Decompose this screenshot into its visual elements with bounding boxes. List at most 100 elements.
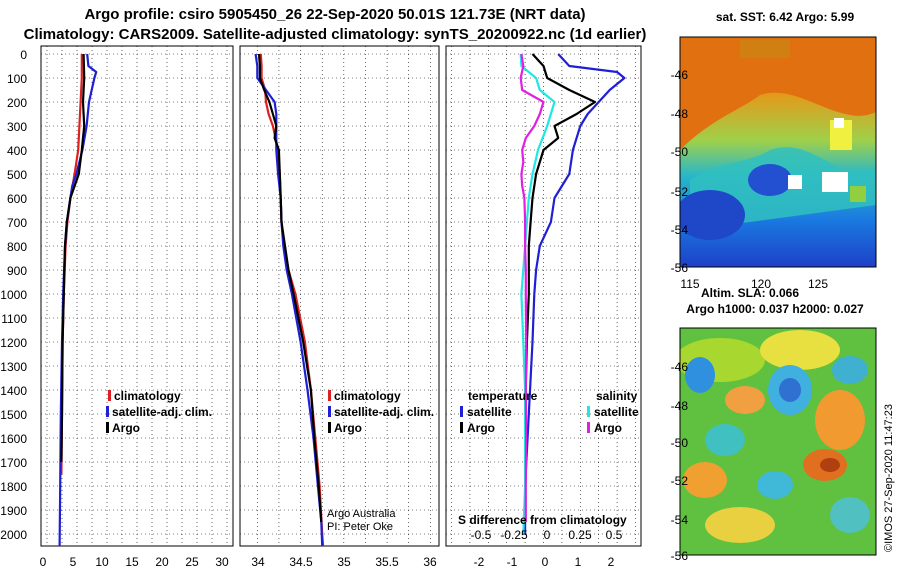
sst-map-image — [680, 37, 876, 267]
sst-map-title: sat. SST: 6.42 Argo: 5.99 — [716, 10, 855, 24]
salinity-x-tick: 35.5 — [375, 555, 399, 569]
title-line-2: Climatology: CARS2009. Satellite-adjuste… — [23, 26, 647, 43]
lat-tick: -50 — [671, 436, 689, 450]
salinity-grid — [240, 46, 439, 546]
temperature-x-tick: 20 — [155, 555, 169, 569]
depth-axis-labels: 0 100 200 300 400 500 600 700 800 900 10… — [0, 48, 27, 542]
legend-label: satellite — [594, 405, 639, 419]
temperature-x-tick: 25 — [185, 555, 199, 569]
depth-tick: 1000 — [0, 288, 27, 302]
sst-map: sat. SST: 6.42 Argo: 5.99 -46 -48 -50 -5… — [671, 10, 877, 291]
legend-swatch-red — [328, 390, 331, 401]
salinity-series — [254, 53, 325, 547]
temperature-panel: 0 100 200 300 400 500 600 700 800 900 10… — [0, 45, 234, 569]
lat-tick: -54 — [671, 223, 689, 237]
series-line-salinity-argo — [519, 53, 545, 522]
sla-map-title: Altim. SLA: 0.066 — [701, 286, 799, 300]
temperature-legend: climatology satellite-adj. clim. Argo — [106, 389, 212, 435]
legend-label: Argo — [594, 421, 622, 435]
sst-lat-labels: -46 -48 -50 -52 -54 -56 — [671, 68, 689, 275]
sla-map: Altim. SLA: 0.066 Argo h1000: 0.037 h200… — [671, 286, 877, 563]
sla-map-image — [680, 328, 876, 555]
difference-x-tick: -2 — [474, 555, 485, 569]
sst-map-frame — [679, 36, 877, 268]
depth-tick: 400 — [7, 144, 27, 158]
depth-tick: 1100 — [1, 312, 27, 326]
legend-swatch-magenta — [587, 422, 590, 433]
salinity-diff-tick: 0.5 — [606, 528, 623, 542]
temperature-x-tick: 30 — [215, 555, 229, 569]
depth-tick: 1400 — [0, 384, 27, 398]
salinity-x-labels: 34 34.5 35 35.5 36 — [251, 555, 437, 569]
series-line-temperature-satellite — [523, 53, 626, 534]
lon-tick: 115 — [680, 277, 699, 291]
temperature-grid — [41, 46, 233, 546]
depth-tick: 2000 — [0, 528, 27, 542]
depth-tick: 1800 — [0, 480, 27, 494]
salinity-x-tick: 36 — [423, 555, 437, 569]
lat-tick: -52 — [671, 185, 689, 199]
legend-title-salinity: salinity — [596, 389, 638, 403]
sla-map-subtitle: Argo h1000: 0.037 h2000: 0.027 — [686, 302, 864, 316]
legend-swatch-blue — [106, 406, 109, 417]
legend-swatch-black — [328, 422, 331, 433]
salinity-difference-ticks: -0.5 -0.25 0 0.25 0.5 — [471, 528, 623, 542]
lat-tick: -56 — [671, 261, 689, 275]
salinity-frame — [239, 45, 440, 547]
legend-swatch-blue — [328, 406, 331, 417]
sla-lat-labels: -46 -48 -50 -52 -54 -56 — [671, 360, 689, 563]
temperature-x-tick: 5 — [70, 555, 77, 569]
series-line-argo — [60, 53, 86, 463]
depth-tick: 0 — [20, 48, 27, 62]
lat-tick: -48 — [671, 107, 689, 121]
legend-label: Argo — [112, 421, 140, 435]
lat-tick: -46 — [671, 68, 689, 82]
depth-tick: 1600 — [0, 432, 27, 446]
lat-tick: -54 — [671, 513, 689, 527]
difference-x-tick: -1 — [507, 555, 518, 569]
temperature-x-tick: 10 — [95, 555, 109, 569]
depth-tick: 1200 — [0, 336, 27, 350]
lon-tick: 120 — [751, 277, 771, 291]
salinity-x-tick: 34 — [251, 555, 265, 569]
difference-x-tick: 1 — [575, 555, 582, 569]
lat-tick: -48 — [671, 399, 689, 413]
salinity-x-tick: 34.5 — [289, 555, 313, 569]
temperature-x-labels: 0 5 10 15 20 25 30 — [40, 555, 229, 569]
salinity-legend: climatology satellite-adj. clim. Argo — [328, 389, 434, 435]
difference-axis-label: S difference from climatology — [458, 513, 627, 527]
copyright-stamp: ©IMOS 27-Sep-2020 11:47:23 — [883, 404, 895, 552]
legend-swatch-blue — [460, 406, 463, 417]
series-line-argo — [257, 53, 323, 523]
depth-tick: 600 — [7, 192, 27, 206]
difference-x-tick: 0 — [542, 555, 549, 569]
depth-tick: 500 — [7, 168, 27, 182]
depth-tick: 1700 — [0, 456, 27, 470]
credit-line-2: PI: Peter Oke — [327, 521, 393, 533]
legend-swatch-black — [460, 422, 463, 433]
legend-swatch-black — [106, 422, 109, 433]
difference-x-tick: 2 — [608, 555, 615, 569]
salinity-diff-tick: -0.25 — [500, 528, 528, 542]
difference-legend: temperature salinity satellite Argo sate… — [460, 389, 639, 435]
depth-tick: 1300 — [0, 360, 27, 374]
depth-tick: 1900 — [0, 504, 27, 518]
salinity-x-tick: 35 — [337, 555, 351, 569]
sla-map-frame — [679, 327, 877, 556]
legend-label: climatology — [114, 389, 181, 403]
salinity-diff-tick: -0.5 — [471, 528, 492, 542]
depth-tick: 700 — [7, 216, 27, 230]
legend-label: Argo — [467, 421, 495, 435]
salinity-diff-tick: 0 — [544, 528, 551, 542]
lat-tick: -52 — [671, 474, 689, 488]
salinity-panel: 34 34.5 35 35.5 36 climatology satellite… — [239, 45, 440, 569]
difference-x-labels: -2 -1 0 1 2 — [474, 555, 615, 569]
legend-swatch-cyan — [587, 406, 590, 417]
lat-tick: -56 — [671, 549, 689, 563]
legend-label: satellite — [467, 405, 512, 419]
title-line-1: Argo profile: csiro 5905450_26 22-Sep-20… — [84, 6, 586, 23]
legend-label: Argo — [334, 421, 362, 435]
credit-line-1: Argo Australia — [327, 508, 396, 520]
legend-title-temperature: temperature — [468, 389, 538, 403]
